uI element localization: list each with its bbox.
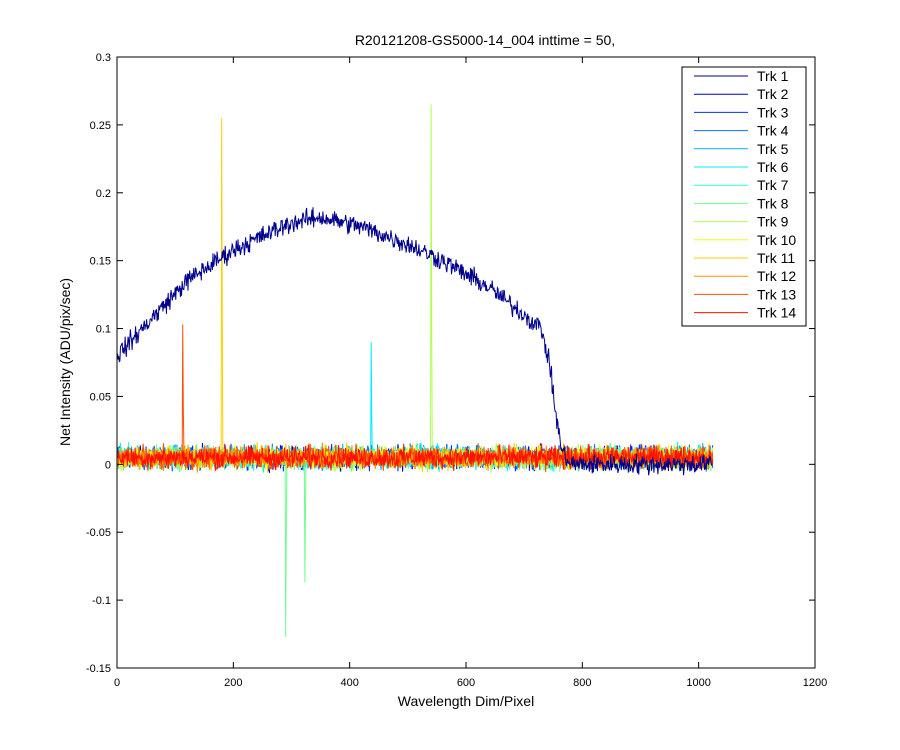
legend-label-10: Trk 10 [757, 232, 796, 248]
legend-label-3: Trk 3 [757, 104, 789, 120]
ticks-layer: 0 200 400 600 800 1000 1200 -0.15 -0.1 -0.05 0 0.05… [86, 52, 827, 689]
chart-title: R20121208-GS5000-14_004 inttime = 50, [355, 32, 615, 48]
y-tick-label: 0.3 [96, 52, 111, 64]
legend-box [681, 66, 807, 327]
y-tick-label: 0.05 [90, 391, 111, 403]
legend-label-6: Trk 6 [757, 159, 789, 175]
legend-label-2: Trk 2 [757, 86, 789, 102]
legend-label-12: Trk 12 [757, 268, 796, 284]
y-axis-label: Net Intensity (ADU/pix/sec) [57, 278, 73, 446]
x-tick-label: 0 [114, 677, 120, 689]
y-tick-label: 0.15 [90, 256, 111, 268]
legend-label-13: Trk 13 [757, 286, 796, 302]
legend-label-5: Trk 5 [757, 141, 789, 157]
y-tick-label: -0.1 [92, 595, 111, 607]
legend-items: Trk 1 Trk 2 Trk 3 Trk 4 Trk 5 Trk 6 Trk 7 Trk 8… [694, 68, 796, 321]
y-tick-label: -0.05 [86, 527, 111, 539]
series-line-1 [117, 207, 713, 476]
x-tick-label: 200 [224, 677, 242, 689]
legend-label-8: Trk 8 [757, 195, 789, 211]
x-tick-label: 800 [573, 677, 591, 689]
legend-label-4: Trk 4 [757, 123, 789, 139]
x-tick-label: 400 [340, 677, 358, 689]
legend-label-9: Trk 9 [757, 214, 789, 230]
y-tick-label: 0 [105, 459, 111, 471]
legend-label-14: Trk 14 [757, 305, 796, 321]
x-tick-label: 1000 [686, 677, 710, 689]
legend-label-11: Trk 11 [757, 250, 795, 266]
y-tick-label: -0.15 [86, 663, 111, 675]
y-tick-label: 0.1 [96, 324, 111, 336]
legend-label-7: Trk 7 [757, 177, 789, 193]
legend-label-1: Trk 1 [757, 68, 789, 84]
x-tick-label: 1200 [803, 677, 827, 689]
series-layer [117, 104, 714, 637]
x-tick-label: 600 [457, 677, 475, 689]
legend: Trk 1 Trk 2 Trk 3 Trk 4 Trk 5 Trk 6 Trk 7 Trk 8… [681, 66, 807, 327]
y-tick-label: 0.2 [96, 188, 111, 200]
x-axis-label: Wavelength Dim/Pixel [398, 693, 534, 709]
y-tick-label: 0.25 [90, 120, 111, 132]
